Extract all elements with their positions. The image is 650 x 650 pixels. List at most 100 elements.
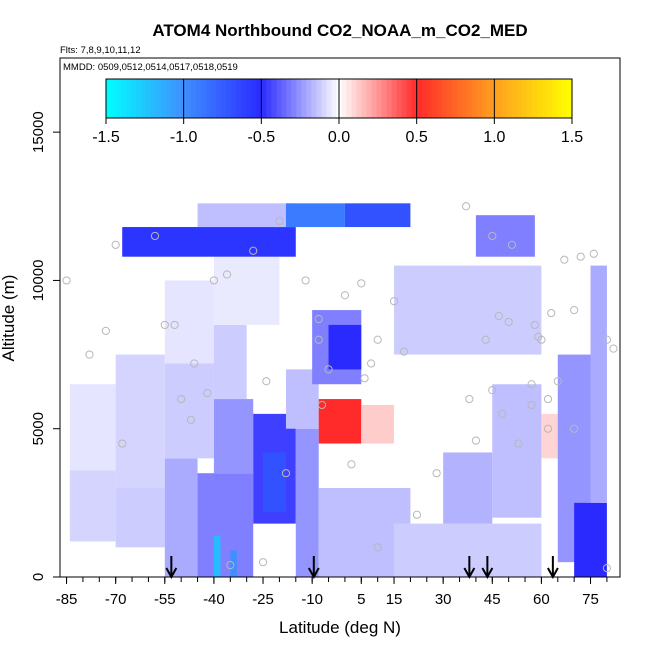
observation-points bbox=[62, 202, 618, 573]
x-axis: -85 -70 -55 -40 -25 -10 5 15 30 45 60 75 bbox=[56, 577, 608, 608]
colorbar-swatch bbox=[171, 79, 177, 118]
heatmap-cell bbox=[115, 354, 165, 489]
colorbar-swatch bbox=[346, 79, 353, 118]
colorbar-swatch bbox=[106, 79, 112, 118]
colorbar-swatch bbox=[476, 79, 483, 118]
observation-point bbox=[226, 561, 235, 570]
colorbar-swatch bbox=[506, 79, 513, 118]
colorbar-swatch bbox=[191, 79, 197, 118]
colorbar-swatch bbox=[291, 79, 298, 118]
observation-point bbox=[367, 359, 376, 368]
observation-point bbox=[203, 389, 212, 398]
heatmap-cell bbox=[197, 473, 254, 577]
colorbar-tick-label: -1.0 bbox=[170, 129, 198, 146]
heatmap-cell bbox=[443, 452, 493, 524]
y-tick-label: 0 bbox=[30, 573, 47, 581]
observation-point bbox=[553, 377, 562, 386]
x-tick-label: -70 bbox=[105, 591, 127, 608]
observation-point bbox=[222, 270, 232, 279]
heatmap-cell bbox=[590, 265, 607, 503]
colorbar-tick-label: 0.0 bbox=[328, 129, 350, 146]
heatmap-cell bbox=[361, 404, 395, 444]
colorbar-swatch bbox=[381, 79, 388, 118]
colorbar-swatch bbox=[516, 79, 523, 118]
colorbar-swatch bbox=[296, 79, 303, 118]
heatmap-cell bbox=[263, 452, 286, 512]
observation-point bbox=[543, 424, 553, 433]
observation-point bbox=[281, 469, 291, 478]
observation-point bbox=[186, 415, 196, 424]
heatmap-cell bbox=[164, 458, 198, 577]
colorbar-swatch bbox=[371, 79, 378, 118]
observation-point bbox=[543, 394, 553, 404]
colorbar-swatch bbox=[286, 79, 292, 118]
x-tick-label: 60 bbox=[533, 591, 550, 608]
observation-point bbox=[488, 386, 497, 395]
x-tick-label: 5 bbox=[357, 591, 365, 608]
colorbar-swatch bbox=[316, 79, 323, 118]
colorbar-swatch bbox=[306, 79, 313, 118]
colorbar-swatch bbox=[321, 79, 328, 118]
x-tick-label: 15 bbox=[386, 591, 403, 608]
colorbar-swatch bbox=[556, 79, 563, 118]
observation-point bbox=[527, 380, 536, 389]
observation-point bbox=[314, 335, 323, 344]
observation-point bbox=[589, 249, 598, 258]
heatmap-cell bbox=[285, 203, 345, 228]
colorbar-tick-label: -0.5 bbox=[248, 129, 276, 146]
colorbar-tick-label: 0.5 bbox=[406, 129, 428, 146]
observation-point bbox=[111, 240, 120, 249]
colorbar-swatch bbox=[326, 79, 333, 118]
heatmap-cell bbox=[295, 428, 319, 577]
x-tick-label: 45 bbox=[484, 591, 501, 608]
colorbar-swatch bbox=[501, 79, 508, 118]
heatmap-cell bbox=[344, 203, 411, 228]
observation-point bbox=[249, 246, 258, 255]
observation-point bbox=[373, 335, 382, 344]
x-tick-label: -10 bbox=[301, 591, 323, 608]
colorbar-swatch bbox=[421, 79, 428, 118]
observation-point bbox=[262, 377, 271, 386]
observation-point bbox=[570, 305, 579, 315]
observation-point bbox=[101, 326, 110, 335]
observation-point bbox=[209, 276, 219, 285]
colorbar-swatch bbox=[536, 79, 543, 118]
colorbar-swatch bbox=[111, 79, 117, 118]
colorbar-swatch bbox=[116, 79, 122, 118]
heatmap-cell bbox=[213, 399, 254, 474]
heatmap-cell bbox=[122, 227, 296, 257]
observation-point bbox=[576, 252, 585, 261]
colorbar-swatch bbox=[551, 79, 558, 118]
colorbar-swatch bbox=[131, 79, 137, 118]
colorbar-swatch bbox=[496, 79, 503, 118]
x-tick-label: -55 bbox=[154, 591, 176, 608]
colorbar-swatch bbox=[176, 79, 182, 118]
observation-point bbox=[514, 439, 523, 448]
colorbar-swatch bbox=[481, 79, 488, 118]
colorbar-swatch bbox=[206, 79, 212, 118]
colorbar-swatch bbox=[156, 79, 162, 118]
observation-point bbox=[507, 240, 517, 249]
heatmap-cell bbox=[197, 203, 296, 228]
colorbar-swatch bbox=[446, 79, 453, 118]
x-tick-label: -85 bbox=[56, 591, 78, 608]
observation-point bbox=[570, 424, 579, 433]
colorbar-swatch bbox=[526, 79, 533, 118]
colorbar-swatch bbox=[261, 79, 267, 118]
colorbar-swatch bbox=[281, 79, 287, 118]
observation-point bbox=[150, 231, 160, 241]
y-tick-label: 10000 bbox=[30, 260, 47, 302]
observation-point bbox=[465, 394, 474, 404]
observation-point bbox=[602, 564, 612, 573]
colorbar-swatch bbox=[276, 79, 282, 118]
observation-point bbox=[530, 320, 539, 330]
colorbar-swatch bbox=[466, 79, 473, 118]
y-axis: 0 5000 10000 15000 bbox=[30, 111, 60, 581]
colorbar-swatch bbox=[566, 79, 573, 118]
colorbar: -1.5 -1.0 -0.5 0.0 0.5 1.0 1.5 bbox=[92, 78, 583, 146]
observation-point bbox=[537, 335, 546, 344]
colorbar-swatch bbox=[441, 79, 448, 118]
colorbar-swatch bbox=[406, 79, 413, 118]
colorbar-swatch bbox=[416, 79, 423, 118]
colorbar-swatch bbox=[221, 79, 227, 118]
